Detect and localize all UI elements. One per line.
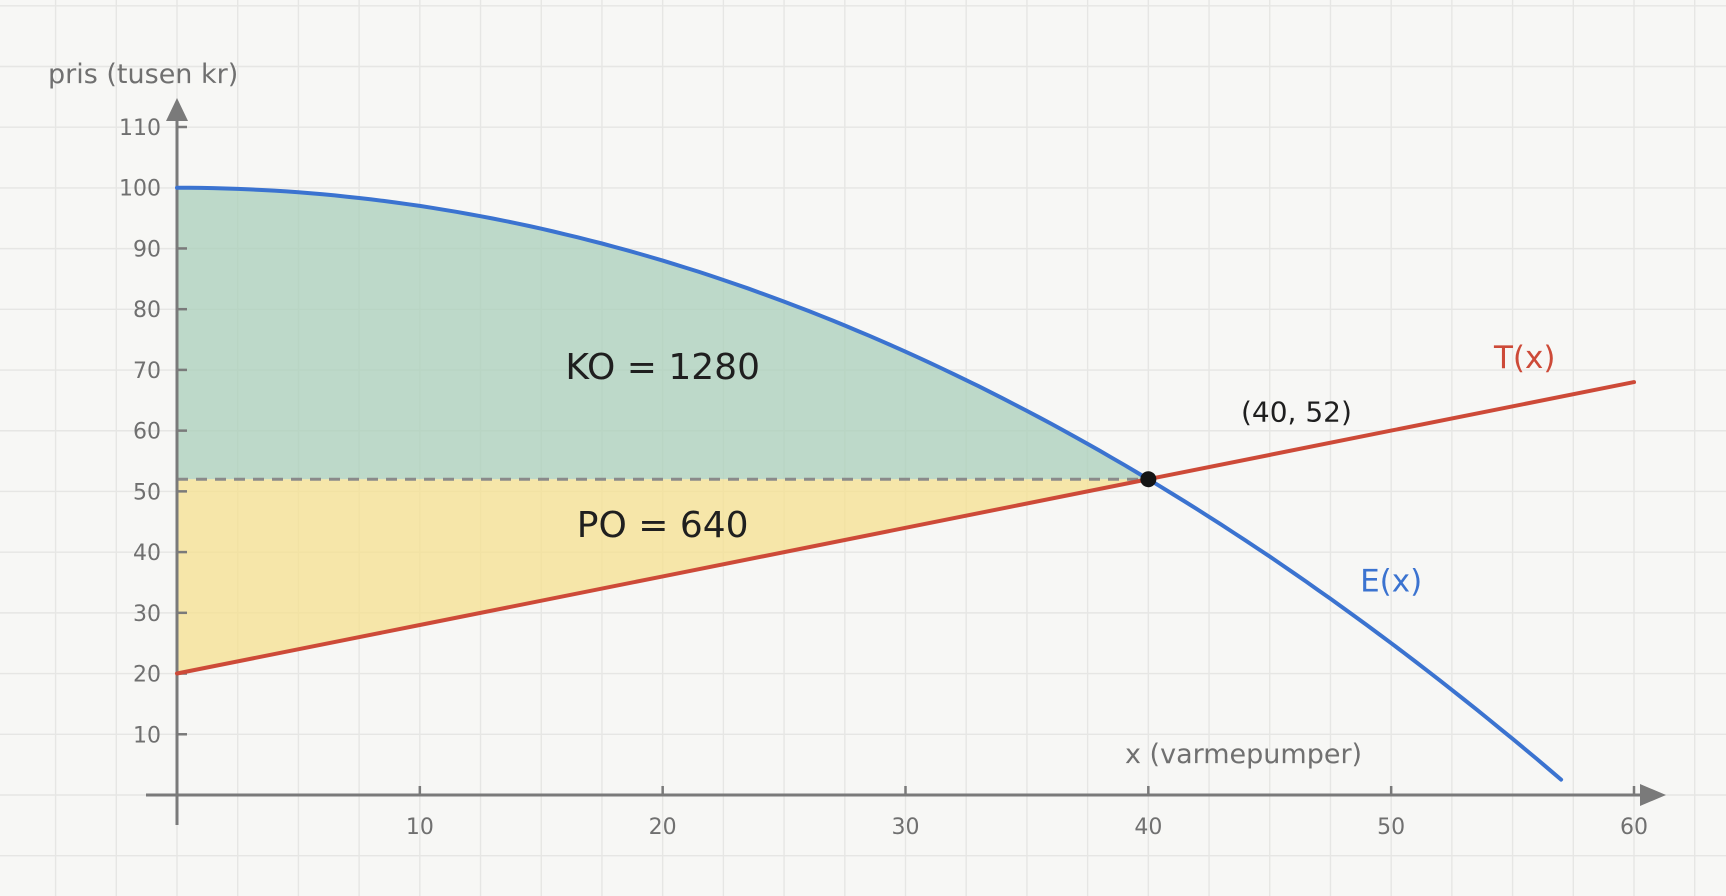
x-tick-label: 20: [649, 815, 677, 840]
y-tick-label: 50: [133, 480, 161, 505]
series-label-E: E(x): [1360, 564, 1422, 600]
y-tick-label: 30: [133, 602, 161, 627]
y-tick-label: 10: [133, 723, 161, 748]
y-axis-ticks: 10 20 30 40 50 60 70 80 90 100 110: [119, 116, 187, 748]
y-axis-arrow: [166, 98, 188, 121]
series-line-T: [175, 380, 1636, 676]
y-tick-label: 90: [133, 237, 161, 262]
y-axis-title: pris (tusen kr): [48, 59, 238, 90]
series-line-E: [175, 185, 1564, 782]
x-tick-label: 40: [1134, 815, 1162, 840]
x-tick-label: 30: [892, 815, 920, 840]
consumer-surplus-area: [177, 187, 1149, 480]
equilibrium-point-label: (40, 52): [1241, 396, 1352, 429]
y-tick-label: 40: [133, 541, 161, 566]
series-label-T: T(x): [1493, 340, 1555, 376]
x-axis-ticks: 10 20 30 40 50 60: [406, 786, 1648, 840]
y-tick-label: 70: [133, 359, 161, 384]
y-tick-label: 80: [133, 298, 161, 323]
equilibrium-point: [1140, 471, 1157, 488]
y-tick-label: 60: [133, 420, 161, 445]
y-tick-label: 110: [119, 116, 161, 141]
x-axis-arrow: [1640, 784, 1666, 806]
x-axis-title: x (varmepumper): [1125, 739, 1362, 770]
y-tick-label: 20: [133, 663, 161, 688]
x-tick-label: 10: [406, 815, 434, 840]
x-tick-label: 60: [1620, 815, 1648, 840]
consumer-surplus-label: KO = 1280: [565, 347, 760, 388]
x-tick-label: 50: [1377, 815, 1405, 840]
producer-surplus-label: PO = 640: [577, 505, 749, 546]
y-tick-label: 100: [119, 177, 161, 202]
